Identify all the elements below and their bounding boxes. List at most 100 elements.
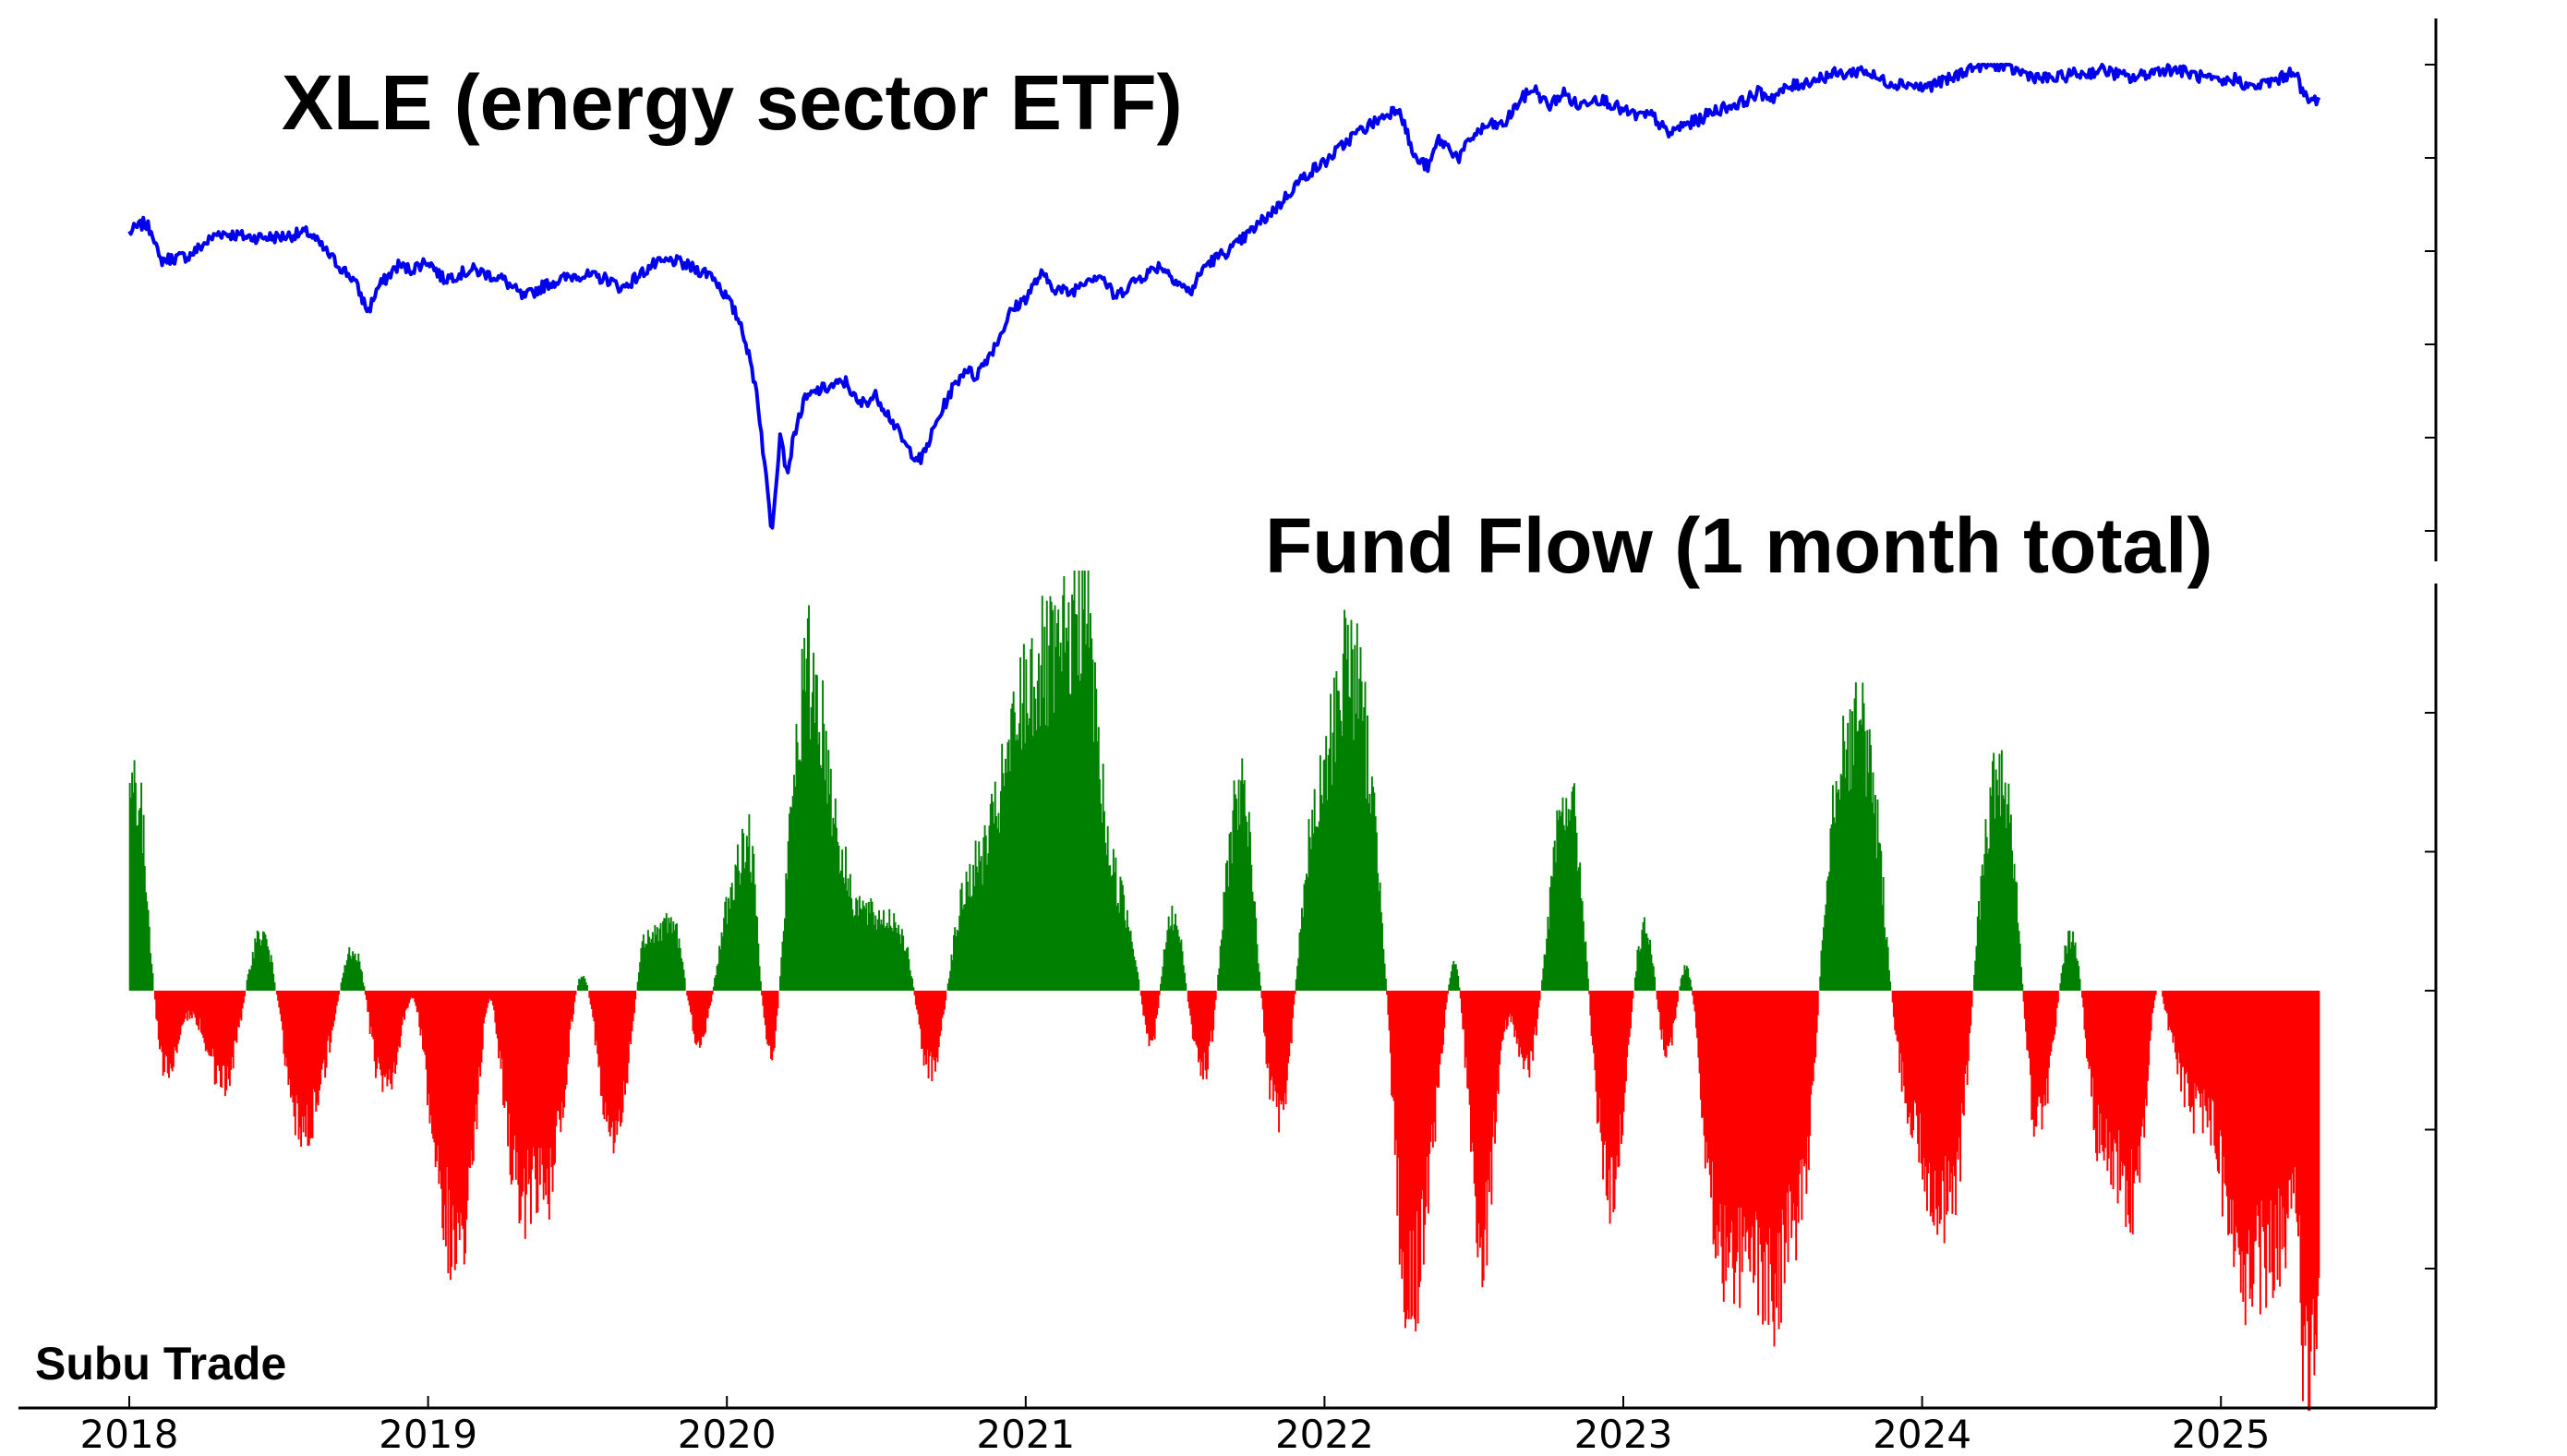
flow-bar	[1210, 991, 1212, 1031]
flow-bar	[312, 991, 315, 1089]
flow-bar	[1026, 713, 1029, 991]
flow-bar	[1974, 960, 1977, 991]
flow-bar	[871, 901, 874, 991]
flow-bar	[2016, 882, 2019, 991]
flow-bar	[2019, 944, 2021, 991]
flow-bar	[317, 991, 319, 1106]
flow-bar	[2314, 991, 2317, 1335]
flow-bar	[1034, 698, 1037, 991]
flow-bar	[1726, 991, 1729, 1238]
flow-bar	[1060, 671, 1063, 991]
flow-bar	[1416, 991, 1418, 1212]
flow-bar	[969, 863, 971, 991]
flow-bar	[1249, 832, 1251, 991]
flow-bar	[280, 991, 283, 1022]
flow-bar	[2031, 991, 2033, 1121]
flow-bar	[1414, 991, 1416, 1319]
flow-bar	[1819, 976, 1822, 991]
flow-bar	[1908, 991, 1910, 1117]
flow-bar	[930, 991, 933, 1053]
flow-bar	[624, 991, 626, 1095]
flow-bar	[1115, 906, 1118, 991]
flow-bar	[1421, 991, 1424, 1191]
flow-bar	[1350, 620, 1353, 991]
flow-bar	[1156, 991, 1159, 1016]
flow-bar	[1843, 740, 1846, 991]
flow-bar	[2009, 814, 2012, 991]
flow-bar	[528, 991, 531, 1180]
flow-bar	[2107, 991, 2110, 1159]
flow-bar	[2286, 991, 2289, 1219]
flow-bar	[443, 991, 446, 1206]
flow-bar	[1880, 850, 1883, 991]
flow-bar	[1966, 991, 1969, 1086]
flow-bar	[284, 991, 287, 1058]
flow-bar	[2224, 991, 2226, 1184]
flow-bar	[1047, 726, 1049, 991]
flow-bar	[732, 900, 734, 991]
flow-bar	[1584, 943, 1586, 991]
flow-bar	[764, 991, 766, 1026]
flow-bar	[897, 933, 898, 991]
flow-bar	[889, 925, 892, 991]
flow-bar	[292, 991, 295, 1102]
flow-bar	[199, 991, 201, 1019]
flow-bar	[2102, 991, 2104, 1152]
flow-bar	[709, 991, 712, 1006]
flow-bar	[518, 991, 521, 1223]
flow-bar	[1173, 924, 1175, 991]
flow-bar	[1895, 991, 1898, 1035]
flow-bar	[536, 991, 538, 1213]
flow-bar	[1811, 991, 1814, 1086]
flow-bar	[371, 991, 374, 1037]
flow-bar	[919, 991, 922, 1029]
flow-bar	[1176, 930, 1179, 991]
flow-bar	[2018, 931, 2020, 991]
flow-bar	[1640, 948, 1643, 991]
flow-bar	[1856, 731, 1859, 991]
flow-bar	[723, 918, 726, 991]
flow-bar	[1430, 991, 1433, 1125]
flow-bar	[1501, 991, 1504, 1040]
flow-bar	[2135, 991, 2138, 1170]
flow-bar	[1773, 991, 1776, 1347]
flow-bar	[2272, 991, 2275, 1291]
flow-bar	[422, 991, 424, 1050]
flow-bar	[1195, 991, 1198, 1045]
flow-bar	[2162, 991, 2164, 997]
flow-bar	[510, 991, 512, 1185]
flow-bar	[1342, 654, 1344, 991]
flow-bar	[1932, 991, 1934, 1222]
flow-bar	[355, 959, 357, 991]
flow-bar	[1105, 855, 1108, 991]
flow-bar	[593, 991, 596, 1022]
flow-bar	[2035, 991, 2038, 1127]
flow-bar	[138, 810, 140, 991]
flow-bar	[2233, 991, 2236, 1268]
flow-bar	[305, 991, 307, 1137]
flow-bar	[498, 991, 500, 1059]
flow-bar	[1847, 723, 1850, 991]
flow-bar	[2248, 991, 2250, 1230]
flow-bar	[980, 856, 982, 991]
flow-bars	[128, 571, 2320, 1411]
flow-bar	[481, 991, 484, 1050]
flow-bar	[1645, 933, 1648, 991]
flow-bar	[1440, 991, 1442, 1054]
flow-bar	[1199, 991, 1202, 1077]
flow-bar	[867, 902, 870, 991]
flow-bar	[1223, 892, 1225, 991]
flow-bar	[287, 991, 290, 1086]
flow-bar	[912, 987, 915, 991]
flow-bar	[500, 991, 503, 1059]
flow-bar	[998, 832, 1001, 991]
flow-bar	[612, 991, 615, 1154]
flow-bar	[1924, 991, 1927, 1167]
flow-bar	[2042, 991, 2044, 1107]
flow-bar	[1706, 991, 1709, 1163]
flow-bar	[1041, 596, 1043, 991]
flow-bar	[1523, 991, 1525, 1069]
flow-bar	[1457, 976, 1460, 991]
flow-bar	[571, 991, 573, 1022]
flow-bar	[1510, 991, 1512, 1023]
